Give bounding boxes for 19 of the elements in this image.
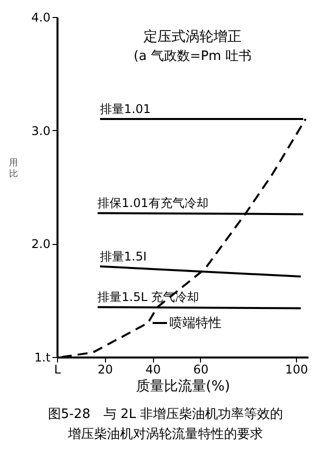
y-tick-label: 4.0 (31, 10, 50, 24)
text: 增压柴油机对涡轮流量特性的要求 (67, 426, 264, 444)
y-axis-title: 用比 (9, 158, 18, 180)
x-axis-title: 质量比流量(%) (136, 378, 230, 394)
y-tick-label: 3.0 (31, 124, 50, 138)
text: (a 气政数=Pm 吐书 (134, 49, 252, 64)
y-tick-label: 1.t (34, 350, 51, 364)
x-tick-label: 40 (145, 362, 161, 376)
x-tick-label: 60 (193, 362, 209, 376)
x-tick-label: L (54, 362, 62, 376)
text: 定压式涡轮增正 (144, 29, 242, 45)
x-tick-label: 100 (285, 362, 308, 376)
series-label: 排量1.01 (100, 102, 151, 116)
series-label: 排保1.01有充气冷却 (98, 196, 208, 210)
y-tick-label: 2.0 (31, 237, 50, 252)
annotation: 喷端特性 (169, 316, 222, 331)
x-tick-label: 20 (98, 362, 113, 376)
series-label: 排量1.5I (100, 249, 147, 264)
caption: 图5-28 与 2L 非增压柴油机功率等效的 (46, 406, 284, 424)
